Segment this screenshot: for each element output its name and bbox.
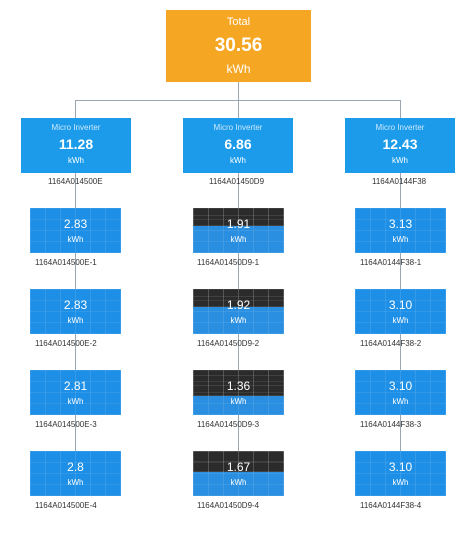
panel-value: 2.83: [63, 217, 88, 231]
panel-unlit-area: [193, 208, 284, 226]
panel-serial: 1164A014500E-3: [35, 420, 97, 429]
panel-value: 3.10: [388, 379, 413, 393]
inverter-value: 12.43: [382, 136, 418, 152]
inverter-serial-1: 1164A014500E: [48, 177, 103, 186]
panel-value: 3.10: [388, 298, 413, 312]
panel-value: 1.91: [226, 217, 251, 231]
panel-serial: 1164A014500E-1: [35, 258, 97, 267]
panel-value: 1.92: [226, 298, 251, 312]
inverter-value: 6.86: [224, 136, 252, 152]
micro-inverter-node-3[interactable]: Micro Inverter 12.43 kWh: [345, 118, 455, 173]
inverter-value: 11.28: [58, 136, 94, 152]
panel-unit: kWh: [392, 478, 409, 487]
inverter-serial-2: 1164A01450D9: [209, 177, 265, 186]
panel-serial: 1164A0144F38-1: [360, 258, 422, 267]
panel-value: 2.83: [63, 298, 88, 312]
panel-unit: kWh: [392, 397, 409, 406]
solar-panel-node[interactable]: 2.8 kWh: [30, 451, 121, 496]
panel-production-fill: [193, 225, 284, 253]
inverter-unit: kWh: [68, 156, 84, 165]
inverter-unit: kWh: [392, 156, 408, 165]
solar-panel-node[interactable]: 3.10 kWh: [355, 370, 446, 415]
solar-panel-node[interactable]: 1.36 kWh: [193, 370, 284, 415]
panel-production-fill: [30, 451, 121, 496]
inverter-label: Micro Inverter: [51, 123, 101, 132]
panel-value: 2.8: [67, 460, 84, 474]
solar-panel-node[interactable]: 2.83 kWh: [30, 208, 121, 253]
panel-serial: 1164A01450D9-4: [197, 501, 260, 510]
panel-production-fill: [30, 289, 121, 334]
panel-unit: kWh: [230, 316, 247, 325]
panel-unit: kWh: [392, 235, 409, 244]
panel-serial: 1164A01450D9-2: [197, 339, 260, 348]
panel-production-fill: [355, 208, 446, 253]
solar-panel-node[interactable]: 1.92 kWh: [193, 289, 284, 334]
panel-production-fill: [193, 306, 284, 334]
panel-unit: kWh: [67, 235, 84, 244]
panel-production-fill: [193, 472, 284, 496]
panel-unit: kWh: [230, 478, 247, 487]
solar-panel-node[interactable]: 2.81 kWh: [30, 370, 121, 415]
panel-serial: 1164A01450D9-3: [197, 420, 260, 429]
panel-unlit-area: [193, 451, 284, 473]
inverter-serial-3: 1164A0144F38: [372, 177, 427, 186]
panel-value: 1.67: [226, 460, 251, 474]
panel-production-fill: [30, 208, 121, 253]
panel-value: 3.10: [388, 460, 413, 474]
panel-production-fill: [355, 289, 446, 334]
solar-panel-node[interactable]: 1.91 kWh: [193, 208, 284, 253]
solar-panel-node[interactable]: 3.13 kWh: [355, 208, 446, 253]
panel-serial: 1164A0144F38-3: [360, 420, 422, 429]
panel-production-fill: [355, 451, 446, 496]
panel-serial: 1164A0144F38-2: [360, 339, 422, 348]
solar-panel-node[interactable]: 2.83 kWh: [30, 289, 121, 334]
total-value: 30.56: [214, 35, 263, 56]
panel-unit: kWh: [392, 316, 409, 325]
inverter-label: Micro Inverter: [375, 123, 425, 132]
panel-unit: kWh: [230, 235, 247, 244]
micro-inverter-node-1[interactable]: Micro Inverter 11.28 kWh: [21, 118, 131, 173]
panel-production-fill: [355, 370, 446, 415]
panel-unlit-area: [193, 289, 284, 307]
panel-unit: kWh: [67, 478, 84, 487]
panel-serial: 1164A014500E-4: [35, 501, 97, 510]
total-title: Total: [226, 16, 251, 28]
panel-unit: kWh: [67, 316, 84, 325]
micro-inverter-node-2[interactable]: Micro Inverter 6.86 kWh: [183, 118, 293, 173]
panel-unit: kWh: [230, 397, 247, 406]
solar-panel-node[interactable]: 3.10 kWh: [355, 289, 446, 334]
inverter-unit: kWh: [230, 156, 246, 165]
solar-panel-node[interactable]: 3.10 kWh: [355, 451, 446, 496]
panel-value: 2.81: [63, 379, 88, 393]
panel-production-fill: [193, 395, 284, 415]
panel-serial: 1164A014500E-2: [35, 339, 97, 348]
panel-unlit-area: [193, 370, 284, 396]
total-unit: kWh: [226, 62, 251, 76]
solar-panel-node[interactable]: 1.67 kWh: [193, 451, 284, 496]
panel-production-fill: [30, 370, 121, 415]
panel-unit: kWh: [67, 397, 84, 406]
panel-serial: 1164A0144F38-4: [360, 501, 422, 510]
total-energy-node[interactable]: Total 30.56 kWh: [166, 10, 311, 82]
panel-serial: 1164A01450D9-1: [197, 258, 260, 267]
inverter-label: Micro Inverter: [213, 123, 263, 132]
panel-value: 1.36: [226, 379, 251, 393]
panel-value: 3.13: [388, 217, 413, 231]
